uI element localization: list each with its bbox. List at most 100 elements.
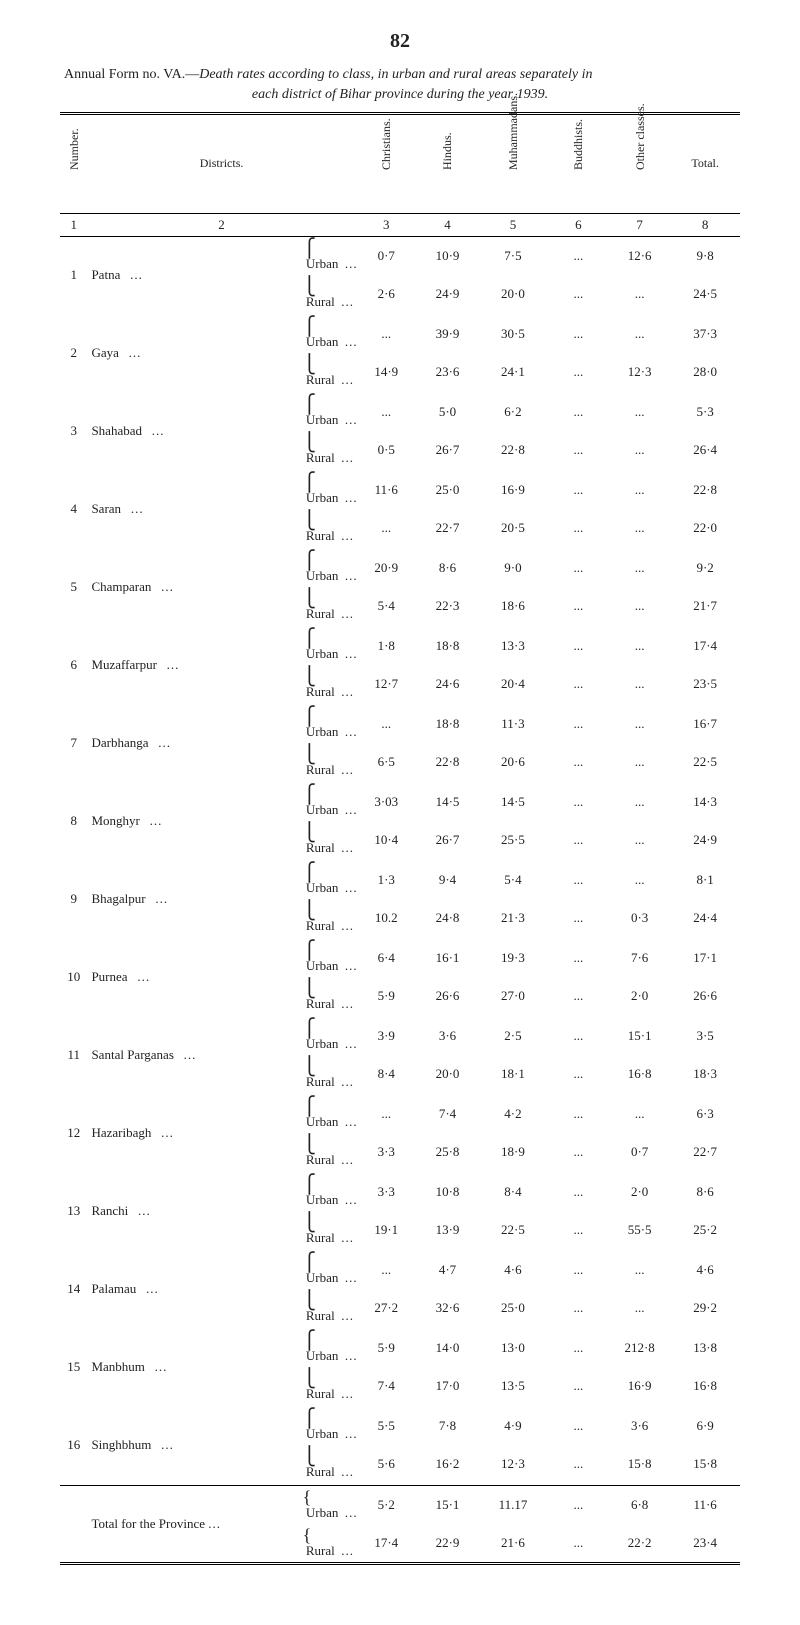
cell: 1·8	[356, 627, 417, 665]
title-prefix: Annual Form no. VA.—	[64, 67, 199, 82]
row-number: 7	[60, 705, 87, 781]
cell: 20·0	[478, 275, 548, 313]
district-name: Saran ...	[87, 471, 298, 547]
cell: ...	[548, 393, 609, 431]
colnum-8: 8	[670, 214, 740, 237]
cell: ...	[609, 705, 670, 743]
cell: 20·4	[478, 665, 548, 703]
cell: ...	[609, 275, 670, 313]
cell: 212·8	[609, 1329, 670, 1367]
table-row: 7Darbhanga ...⎧ Urban ......18·811·3....…	[60, 705, 740, 743]
cell: 25·5	[478, 821, 548, 859]
row-number: 3	[60, 393, 87, 469]
cell: 8·6	[670, 1173, 740, 1211]
total-rural-h: 22·9	[417, 1524, 478, 1562]
cell: ...	[356, 1095, 417, 1133]
urban-label: ⎧ Urban ...	[299, 783, 356, 821]
cell: ...	[548, 1211, 609, 1249]
cell: 2·5	[478, 1017, 548, 1055]
cell: 6·3	[670, 1095, 740, 1133]
cell: ...	[548, 275, 609, 313]
cell: 3·5	[670, 1017, 740, 1055]
cell: 20·0	[417, 1055, 478, 1093]
cell: 5·4	[356, 587, 417, 625]
cell: 19·1	[356, 1211, 417, 1249]
cell: 25·0	[417, 471, 478, 509]
cell: 9·8	[670, 237, 740, 275]
cell: ...	[548, 627, 609, 665]
cell: 10·9	[417, 237, 478, 275]
rural-label: ⎩ Rural ...	[299, 587, 356, 625]
district-name: Manbhum ...	[87, 1329, 298, 1405]
cell: 23·5	[670, 665, 740, 703]
cell: 12·3	[609, 353, 670, 391]
cell: 4·2	[478, 1095, 548, 1133]
cell: 16·8	[670, 1367, 740, 1405]
total-rural-label: { Rural ...	[299, 1524, 356, 1562]
cell: 28·0	[670, 353, 740, 391]
cell: 5·0	[417, 393, 478, 431]
cell: 7·4	[417, 1095, 478, 1133]
rural-label: ⎩ Rural ...	[299, 431, 356, 469]
cell: 22·0	[670, 509, 740, 547]
cell: 9·2	[670, 549, 740, 587]
cell: 18·8	[417, 705, 478, 743]
table-title: Annual Form no. VA.—Death rates accordin…	[60, 65, 740, 104]
cell: 5·3	[670, 393, 740, 431]
row-number: 8	[60, 783, 87, 859]
cell: 39·9	[417, 315, 478, 353]
row-number: 11	[60, 1017, 87, 1093]
row-number: 9	[60, 861, 87, 937]
cell: 17·4	[670, 627, 740, 665]
table-row: 14Palamau ...⎧ Urban ......4·74·6......4…	[60, 1251, 740, 1289]
cell: ...	[548, 353, 609, 391]
cell: ...	[609, 627, 670, 665]
cell: 10·8	[417, 1173, 478, 1211]
urban-label: ⎧ Urban ...	[299, 1095, 356, 1133]
cell: 4·6	[670, 1251, 740, 1289]
cell: 27·2	[356, 1289, 417, 1327]
row-number: 15	[60, 1329, 87, 1405]
cell: 26·6	[670, 977, 740, 1015]
rural-label: ⎩ Rural ...	[299, 353, 356, 391]
colnum-6: 6	[548, 214, 609, 237]
urban-label: ⎧ Urban ...	[299, 237, 356, 275]
urban-label: ⎧ Urban ...	[299, 1173, 356, 1211]
cell: ...	[548, 743, 609, 781]
district-name: Palamau ...	[87, 1251, 298, 1327]
table-row: 3Shahabad ...⎧ Urban ......5·06·2......5…	[60, 393, 740, 431]
cell: 3·9	[356, 1017, 417, 1055]
cell: 18·3	[670, 1055, 740, 1093]
cell: ...	[609, 1095, 670, 1133]
cell: 22·5	[670, 743, 740, 781]
rural-label: ⎩ Rural ...	[299, 899, 356, 937]
cell: 30·5	[478, 315, 548, 353]
hdr-districts: Districts.	[87, 115, 355, 213]
total-urban-o: 6·8	[609, 1486, 670, 1524]
row-number: 4	[60, 471, 87, 547]
cell: 25·8	[417, 1133, 478, 1171]
urban-label: ⎧ Urban ...	[299, 1251, 356, 1289]
cell: 8·1	[670, 861, 740, 899]
cell: ...	[548, 821, 609, 859]
cell: 18·9	[478, 1133, 548, 1171]
cell: 14·0	[417, 1329, 478, 1367]
cell: 26·4	[670, 431, 740, 469]
urban-label: ⎧ Urban ...	[299, 705, 356, 743]
cell: 18·8	[417, 627, 478, 665]
cell: 16·9	[609, 1367, 670, 1405]
cell: ...	[609, 587, 670, 625]
total-urban-m: 11.17	[478, 1486, 548, 1524]
cell: ...	[609, 665, 670, 703]
cell: 3·6	[609, 1407, 670, 1445]
urban-label: ⎧ Urban ...	[299, 1017, 356, 1055]
cell: 12·7	[356, 665, 417, 703]
row-number: 14	[60, 1251, 87, 1327]
cell: 8·4	[478, 1173, 548, 1211]
cell: ...	[609, 315, 670, 353]
cell: ...	[548, 237, 609, 275]
cell: 7·6	[609, 939, 670, 977]
row-number: 10	[60, 939, 87, 1015]
cell: 6·4	[356, 939, 417, 977]
district-name: Muzaffarpur ...	[87, 627, 298, 703]
